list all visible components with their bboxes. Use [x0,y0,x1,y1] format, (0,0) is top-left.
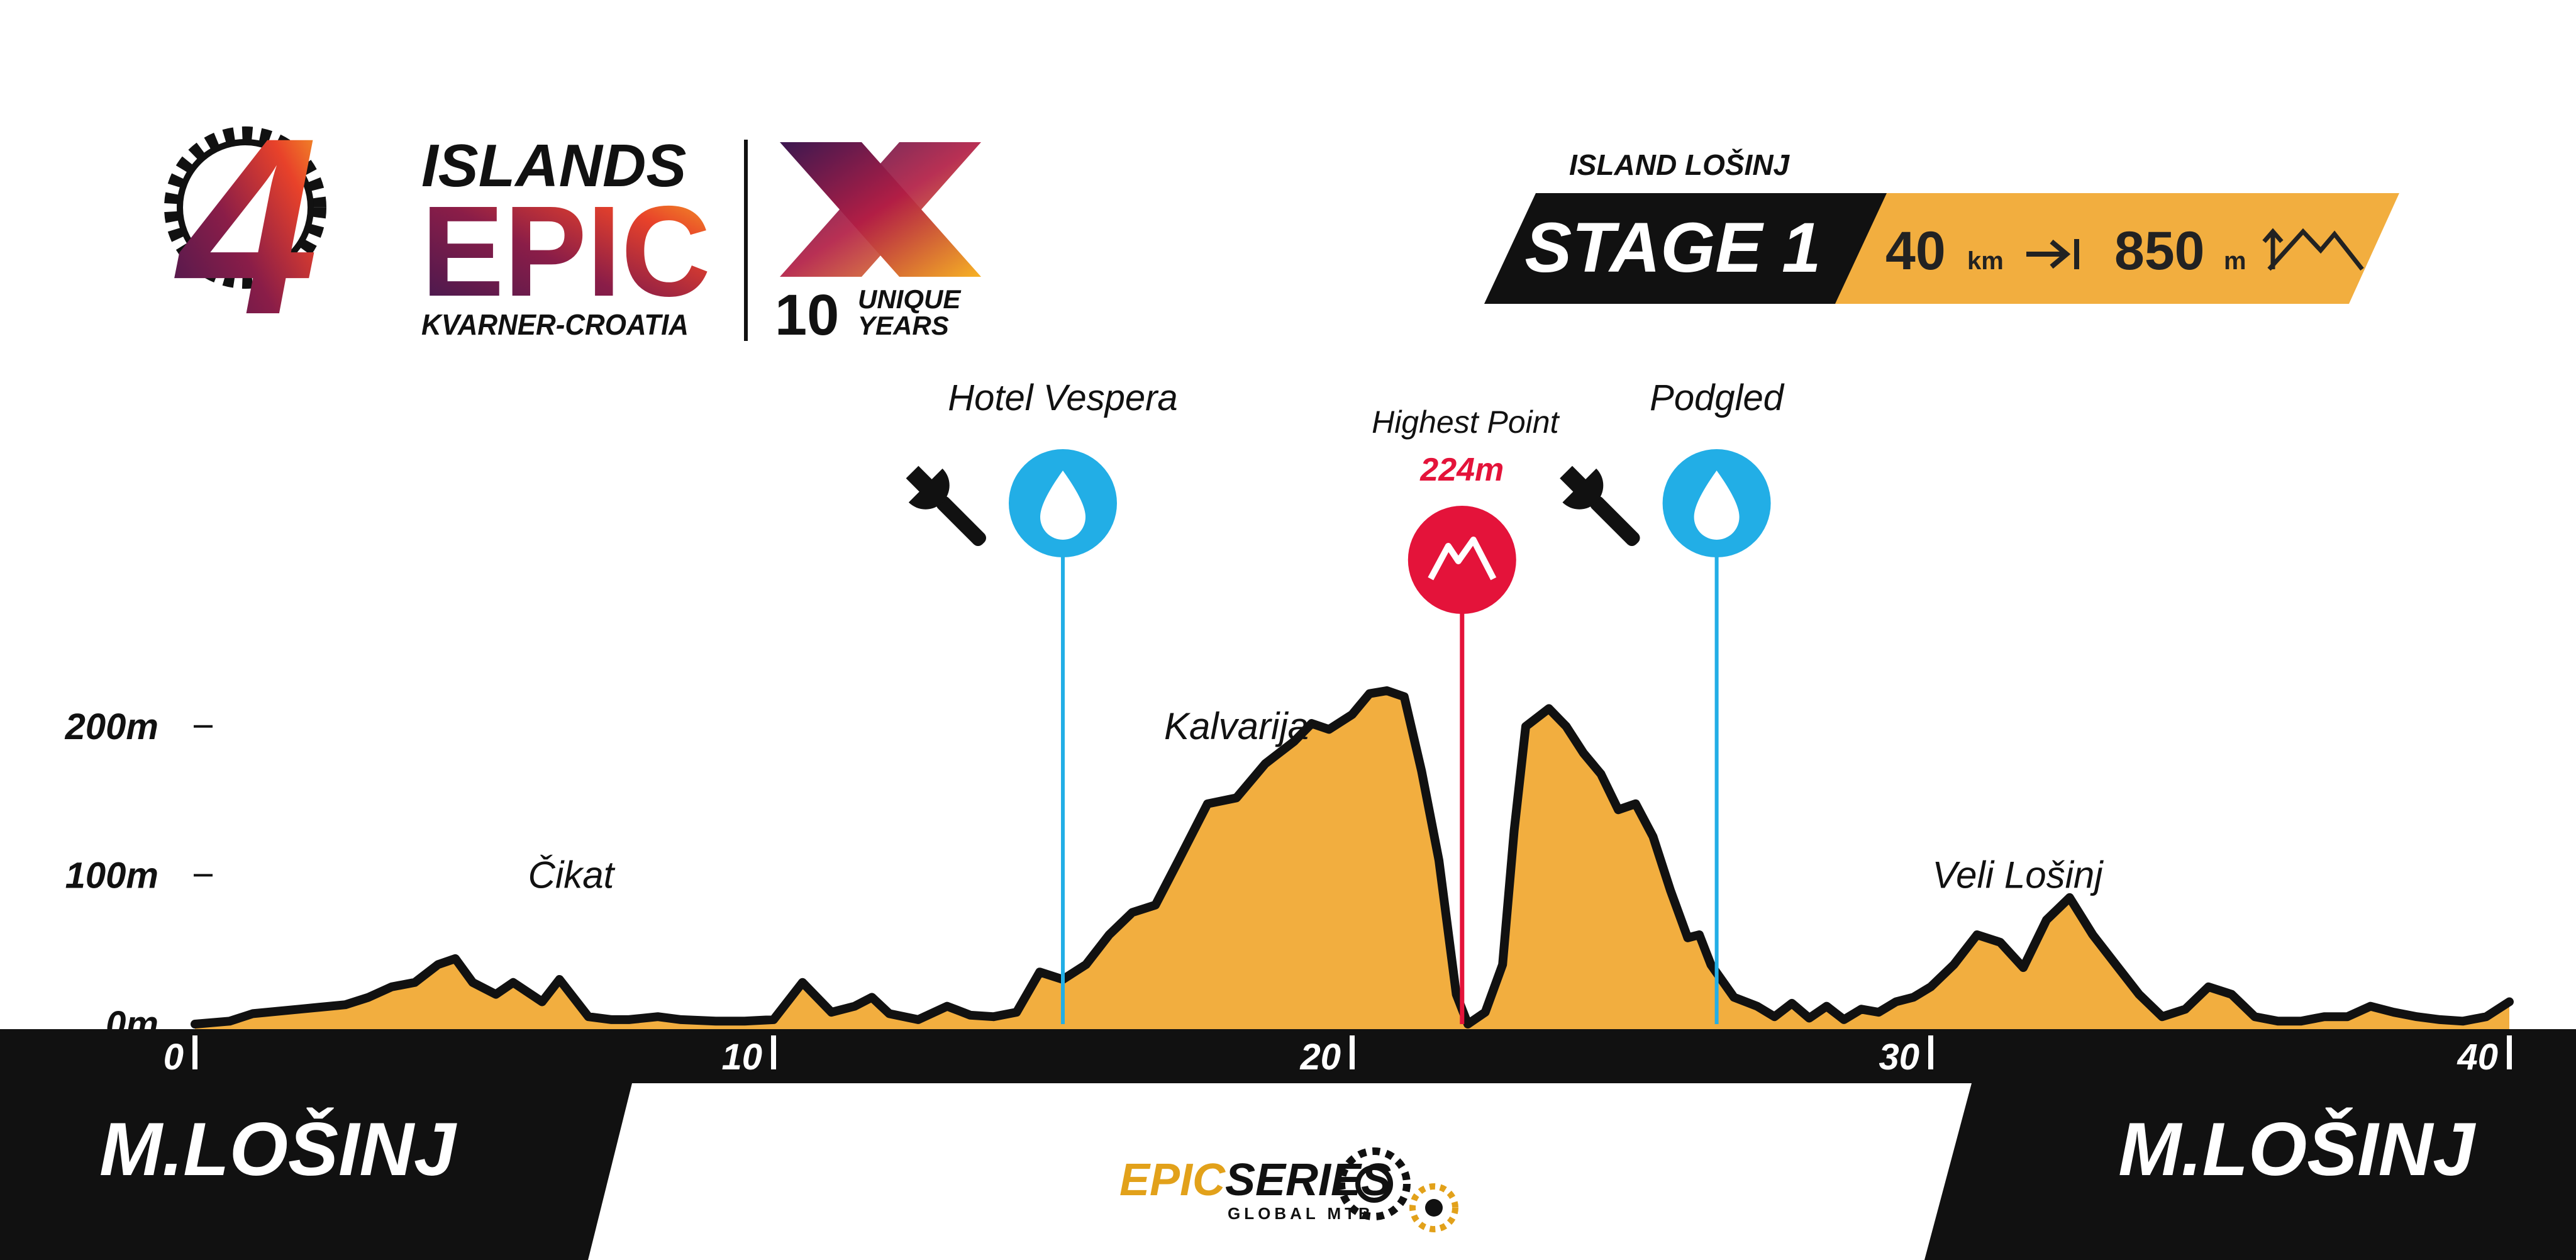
bottom-bar: 0 10 20 30 40 M.LOŠINJ M.LOŠINJ EPIC SERIES … [0,1029,2576,1260]
point-marker: Hotel Vespera [906,377,1178,1024]
brand-logo: 4 ISLANDS EPIC KVARNER-CROATIA 10 UNIQUE… [164,86,981,367]
stage-climb-unit: m [2224,247,2246,275]
wrench-icon [1560,466,1640,546]
epic-series-tagline: GLOBAL MTB [1228,1204,1374,1223]
point-name: Highest Point [1372,404,1560,440]
years-line1: UNIQUE [858,284,962,315]
drop-glyph [1694,471,1740,540]
stage-climb-value: 850 [2114,221,2205,281]
place-label: Kalvarija [1164,705,1309,747]
mountains-icon [2262,228,2364,271]
stage-distance-unit: km [1967,247,2004,275]
wrench-icon [906,466,986,546]
stage-banner: ISLAND LOŠINJ STAGE 1 40 km 850 m [1484,148,2399,304]
epic-series-logo: EPIC SERIES GLOBAL MTB [1119,1147,1458,1232]
brand-line3: KVARNER-CROATIA [421,308,689,341]
chainring-icon [164,126,326,289]
brand-divider [744,140,748,341]
place-label: Čikat [528,854,616,896]
x-axis: 0 10 20 30 40 [164,1035,2512,1078]
epic-series-line1: EPIC [1119,1155,1226,1205]
brand-line1: ISLANDS [421,132,686,199]
footer-white-panel [588,1083,1972,1260]
stage-black-band [1484,193,1887,304]
summit-glyph [1428,537,1497,581]
finish-location: M.LOŠINJ [2118,1107,2476,1191]
x-tick-label: 20 [1299,1037,1341,1078]
point-name: Hotel Vespera [948,377,1177,418]
stage-island: ISLAND LOŠINJ [1569,148,1790,181]
brand-number: 4 [170,86,318,367]
y-tick-label: 200m [65,706,158,747]
place-labels: Čikat Kalvarija Veli Lošinj [528,705,2104,896]
distance-arrow-icon [2026,239,2079,269]
x-tick-label: 10 [721,1037,762,1078]
years-line2: YEARS [858,311,949,340]
gear-icon [1338,1147,1458,1232]
stage-distance-value: 40 [1885,221,1946,281]
x-tick-label: 40 [2457,1037,2498,1078]
anniversary-x-mark [780,142,981,277]
years-number: 10 [775,283,839,347]
point-name: Podgled [1650,377,1785,418]
point-marker: Podgled [1560,377,1785,1024]
point-elevation: 224m [1419,452,1504,488]
start-location: M.LOŠINJ [99,1107,457,1191]
point-marker: Highest Point 224m [1372,404,1560,1024]
x-tick-label: 30 [1879,1037,1919,1078]
x-tick-label: 0 [164,1037,184,1078]
stage-gold-band [1813,193,2399,304]
brand-line2: EPIC [421,179,711,323]
y-tick-label: 100m [65,855,158,896]
stage-title: STAGE 1 [1525,208,1821,287]
point-markers: Hotel Vespera Highest Point 224m Podgled [906,377,1785,1024]
place-label: Veli Lošinj [1932,854,2104,896]
drop-glyph [1040,471,1085,540]
profile-area [195,691,2509,1029]
